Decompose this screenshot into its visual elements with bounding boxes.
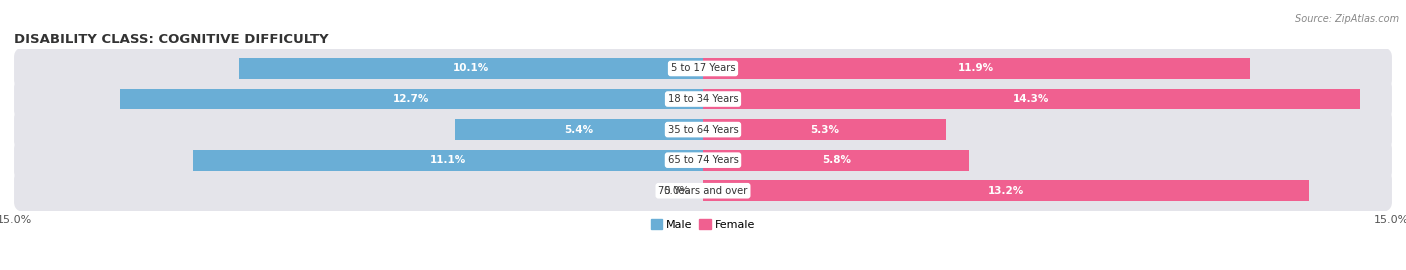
- Text: 11.9%: 11.9%: [959, 63, 994, 73]
- Text: 65 to 74 Years: 65 to 74 Years: [668, 155, 738, 165]
- Text: 11.1%: 11.1%: [430, 155, 467, 165]
- Text: 14.3%: 14.3%: [1014, 94, 1050, 104]
- Bar: [703, 180, 1309, 201]
- Text: 13.2%: 13.2%: [988, 186, 1024, 196]
- Text: 0.0%: 0.0%: [664, 186, 689, 196]
- FancyBboxPatch shape: [14, 168, 1392, 213]
- FancyBboxPatch shape: [14, 107, 1392, 152]
- Bar: [703, 150, 969, 171]
- Text: 5.3%: 5.3%: [810, 124, 839, 135]
- Bar: [703, 89, 1360, 109]
- FancyBboxPatch shape: [14, 77, 1392, 121]
- Text: 12.7%: 12.7%: [394, 94, 430, 104]
- Bar: [239, 58, 703, 79]
- Text: 75 Years and over: 75 Years and over: [658, 186, 748, 196]
- Text: 5.4%: 5.4%: [564, 124, 593, 135]
- FancyBboxPatch shape: [14, 46, 1392, 91]
- Text: 5 to 17 Years: 5 to 17 Years: [671, 63, 735, 73]
- Text: 5.8%: 5.8%: [821, 155, 851, 165]
- FancyBboxPatch shape: [14, 138, 1392, 183]
- Bar: [703, 119, 946, 140]
- Bar: [193, 150, 703, 171]
- Text: DISABILITY CLASS: COGNITIVE DIFFICULTY: DISABILITY CLASS: COGNITIVE DIFFICULTY: [14, 33, 329, 46]
- Text: 10.1%: 10.1%: [453, 63, 489, 73]
- Bar: [456, 119, 703, 140]
- Bar: [120, 89, 703, 109]
- Text: 18 to 34 Years: 18 to 34 Years: [668, 94, 738, 104]
- Text: 35 to 64 Years: 35 to 64 Years: [668, 124, 738, 135]
- Bar: [703, 58, 1250, 79]
- Text: Source: ZipAtlas.com: Source: ZipAtlas.com: [1295, 14, 1399, 23]
- Legend: Male, Female: Male, Female: [647, 215, 759, 234]
